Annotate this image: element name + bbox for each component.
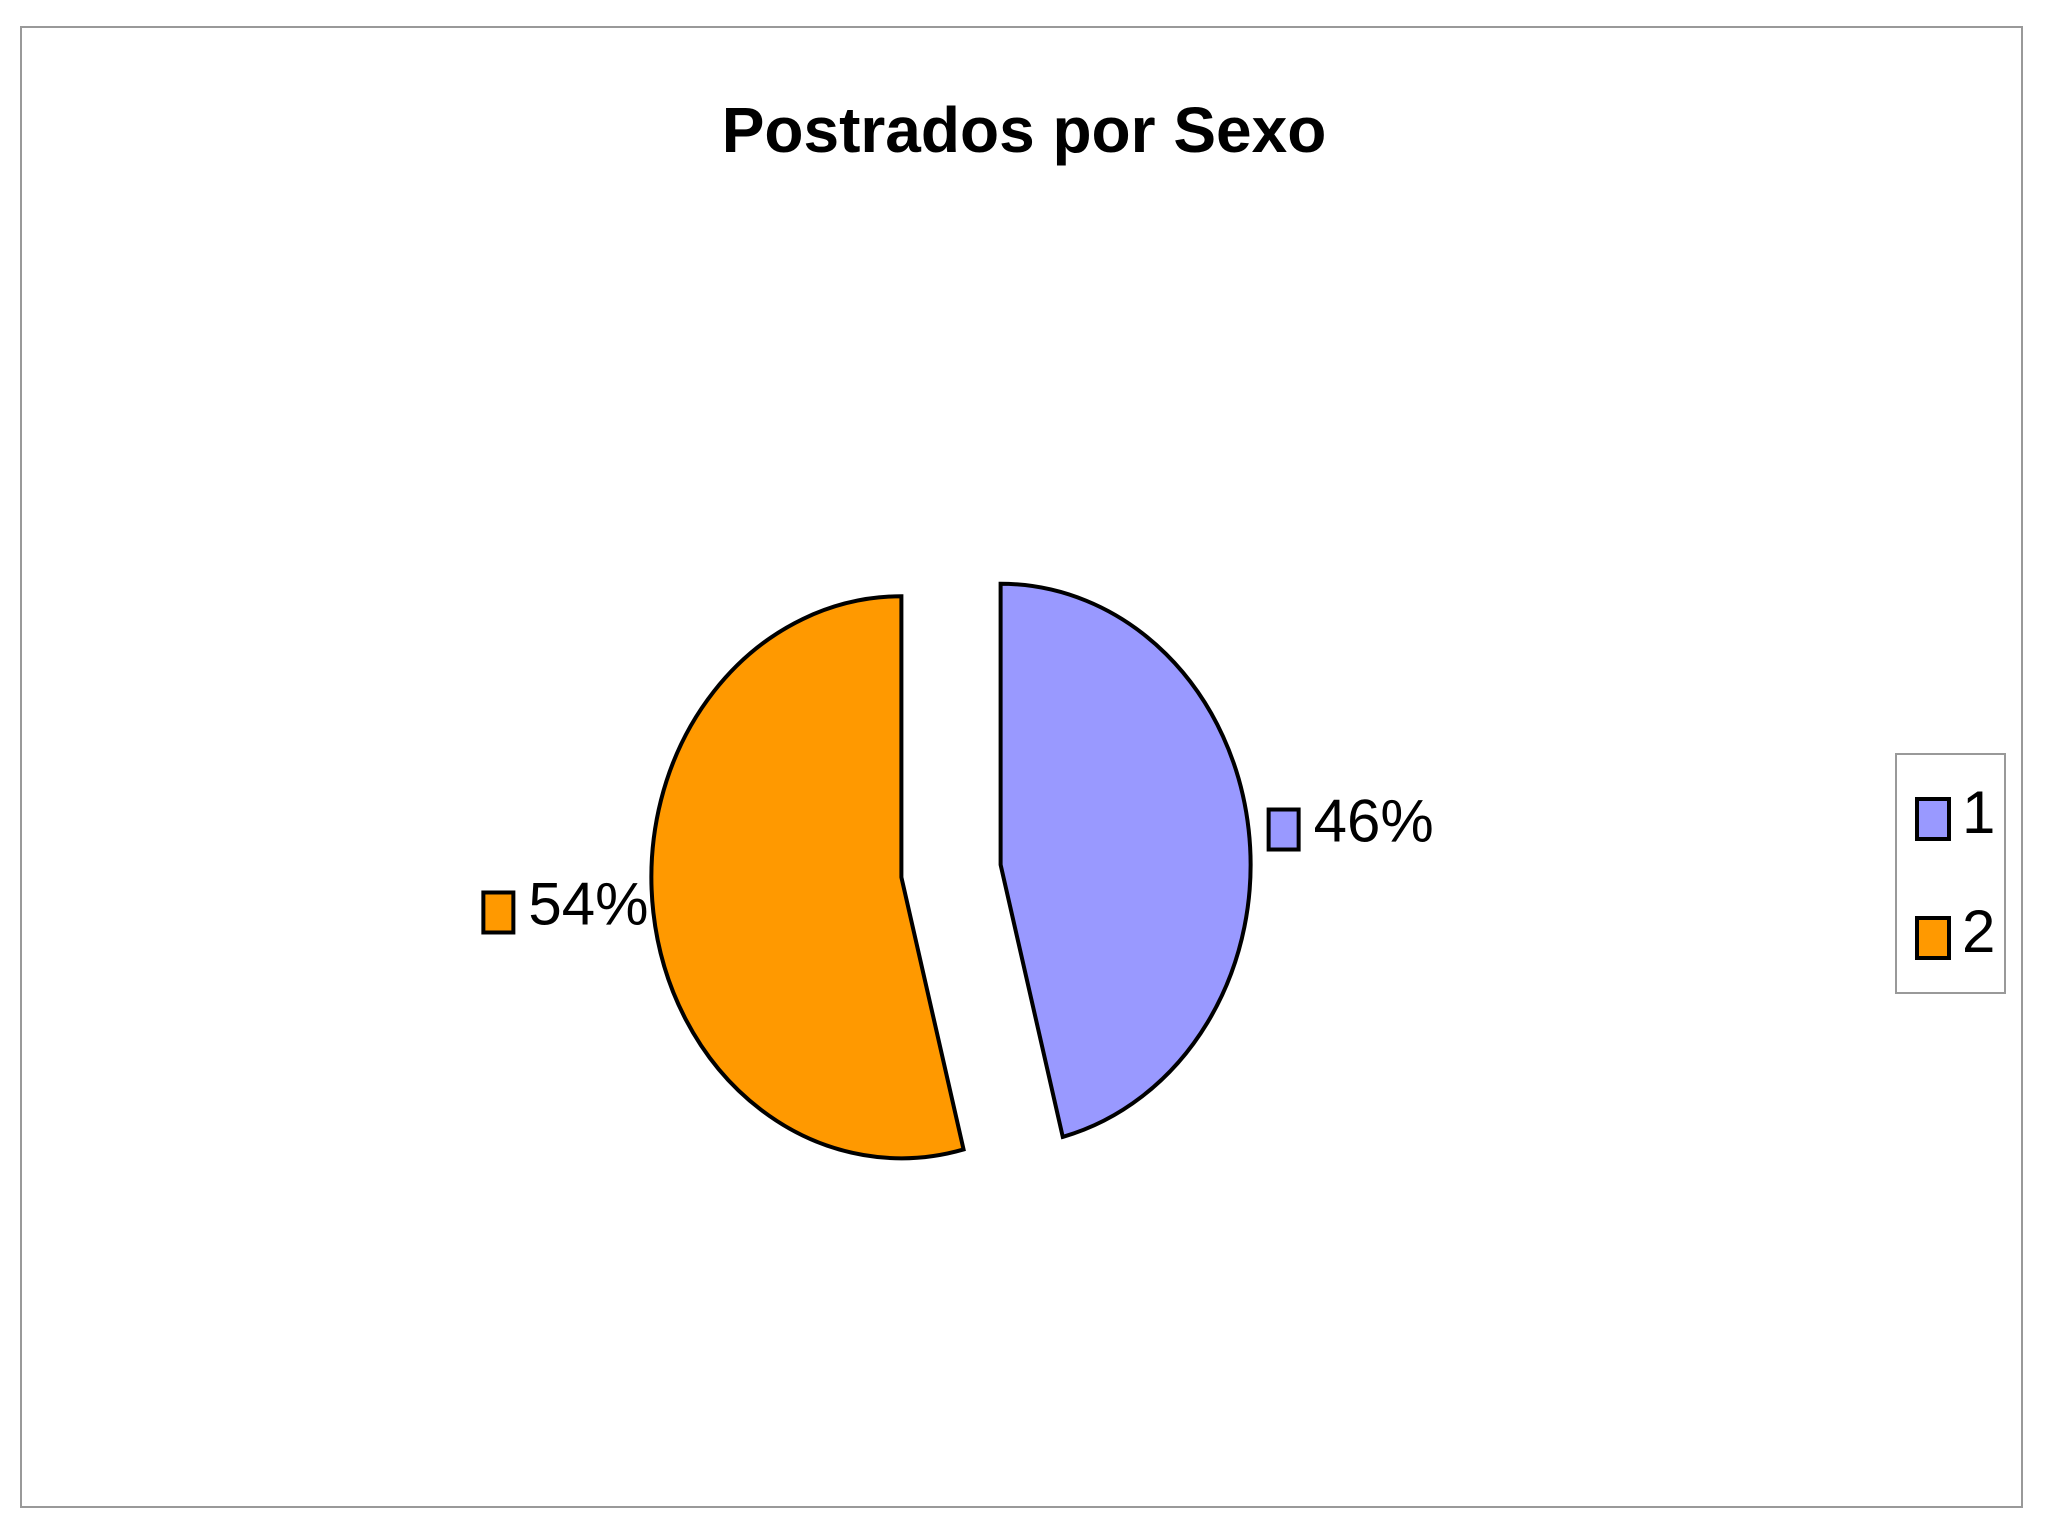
data-label: 54% — [528, 870, 648, 937]
data-label-key — [1266, 807, 1301, 852]
pie-slice — [998, 581, 1253, 1140]
legend-key — [1915, 916, 1951, 960]
chart-title: Postrados por Sexo — [722, 94, 1327, 166]
legend-label: 2 — [1962, 898, 1995, 965]
pie-slice — [649, 594, 966, 1161]
data-label: 46% — [1314, 787, 1434, 854]
legend-label: 1 — [1962, 779, 1995, 846]
data-label-key — [481, 890, 516, 935]
legend-key — [1915, 797, 1951, 841]
